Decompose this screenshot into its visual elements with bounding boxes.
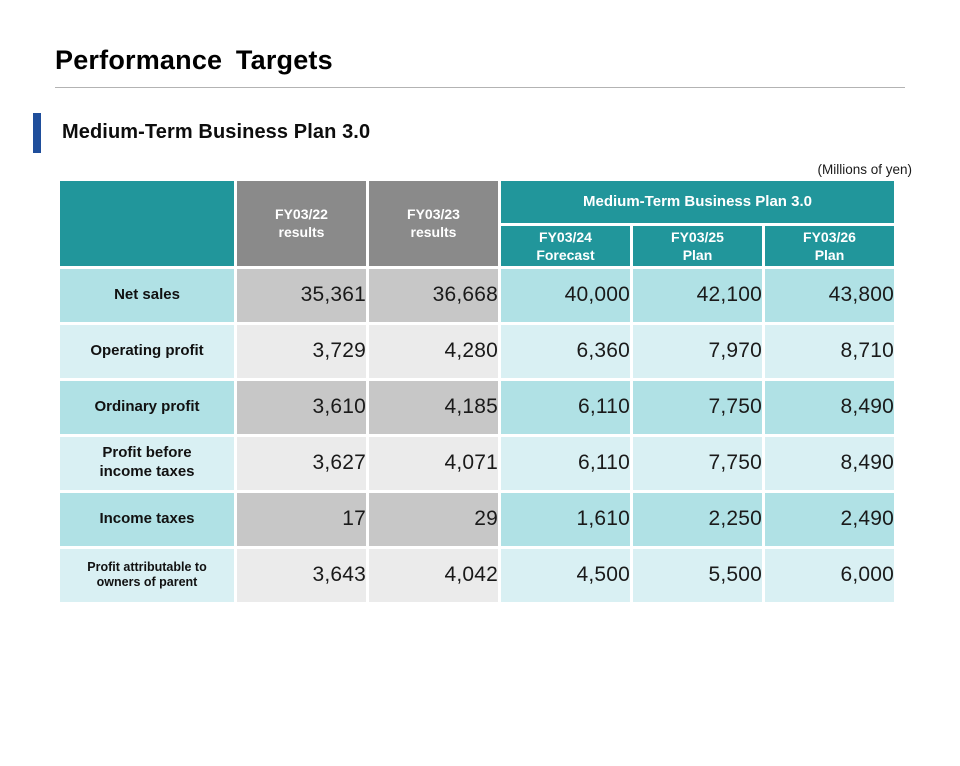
- table-row-profit-before-income-taxes: Profit before income taxes 3,627 4,071 6…: [60, 436, 894, 490]
- value-cell: 5,500: [633, 548, 762, 602]
- accent-bar: [33, 112, 41, 153]
- value-cell: 1,610: [501, 492, 630, 546]
- value-cell: 43,800: [765, 268, 894, 322]
- column-header-fy0322-results: FY03/22 results: [237, 180, 366, 266]
- value-cell: 4,042: [369, 548, 498, 602]
- value-cell: 2,250: [633, 492, 762, 546]
- value-cell: 6,000: [765, 548, 894, 602]
- plan-group-header: Medium-Term Business Plan 3.0: [501, 180, 894, 223]
- unit-note: (Millions of yen): [817, 161, 912, 177]
- table-row-ordinary-profit: Ordinary profit 3,610 4,185 6,110 7,750 …: [60, 380, 894, 434]
- table-header: FY03/22 results FY03/23 results Medium-T…: [60, 180, 894, 266]
- value-cell: 29: [369, 492, 498, 546]
- value-cell: 35,361: [237, 268, 366, 322]
- value-cell: 8,710: [765, 324, 894, 378]
- column-header-fy0324-forecast: FY03/24 Forecast: [501, 225, 630, 266]
- value-cell: 4,280: [369, 324, 498, 378]
- column-header-fy0323-results: FY03/23 results: [369, 180, 498, 266]
- value-cell: 6,110: [501, 380, 630, 434]
- section-title: Medium-Term Business Plan 3.0: [62, 121, 371, 144]
- row-label: Ordinary profit: [60, 380, 234, 434]
- value-cell: 17: [237, 492, 366, 546]
- value-cell: 6,360: [501, 324, 630, 378]
- value-cell: 4,185: [369, 380, 498, 434]
- slide: Performance Targets Medium-Term Business…: [0, 45, 960, 766]
- row-label: Profit before income taxes: [60, 436, 234, 490]
- title-divider: [55, 86, 905, 88]
- value-cell: 7,750: [633, 380, 762, 434]
- column-header-fy0325-plan: FY03/25 Plan: [633, 225, 762, 266]
- performance-table: FY03/22 results FY03/23 results Medium-T…: [57, 178, 897, 605]
- section-heading-row: Medium-Term Business Plan 3.0: [33, 112, 960, 153]
- value-cell: 3,643: [237, 548, 366, 602]
- column-header-fy0326-plan: FY03/26 Plan: [765, 225, 894, 266]
- table-row-operating-profit: Operating profit 3,729 4,280 6,360 7,970…: [60, 324, 894, 378]
- value-cell: 40,000: [501, 268, 630, 322]
- header-row-2: FY03/24 Forecast FY03/25 Plan FY03/26 Pl…: [60, 225, 894, 266]
- value-cell: 36,668: [369, 268, 498, 322]
- table-row-profit-attributable: Profit attributable to owners of parent …: [60, 548, 894, 602]
- table-row-net-sales: Net sales 35,361 36,668 40,000 42,100 43…: [60, 268, 894, 322]
- value-cell: 6,110: [501, 436, 630, 490]
- table-corner-cell: [60, 180, 234, 266]
- value-cell: 4,500: [501, 548, 630, 602]
- value-cell: 7,970: [633, 324, 762, 378]
- table-body: Net sales 35,361 36,668 40,000 42,100 43…: [60, 268, 894, 602]
- value-cell: 3,610: [237, 380, 366, 434]
- table-row-income-taxes: Income taxes 17 29 1,610 2,250 2,490: [60, 492, 894, 546]
- value-cell: 2,490: [765, 492, 894, 546]
- row-label: Income taxes: [60, 492, 234, 546]
- value-cell: 8,490: [765, 380, 894, 434]
- value-cell: 7,750: [633, 436, 762, 490]
- value-cell: 3,627: [237, 436, 366, 490]
- value-cell: 8,490: [765, 436, 894, 490]
- row-label: Net sales: [60, 268, 234, 322]
- row-label: Operating profit: [60, 324, 234, 378]
- value-cell: 42,100: [633, 268, 762, 322]
- value-cell: 4,071: [369, 436, 498, 490]
- value-cell: 3,729: [237, 324, 366, 378]
- header-row-1: FY03/22 results FY03/23 results Medium-T…: [60, 180, 894, 266]
- page-title: Performance Targets: [55, 45, 333, 75]
- row-label: Profit attributable to owners of parent: [60, 548, 234, 602]
